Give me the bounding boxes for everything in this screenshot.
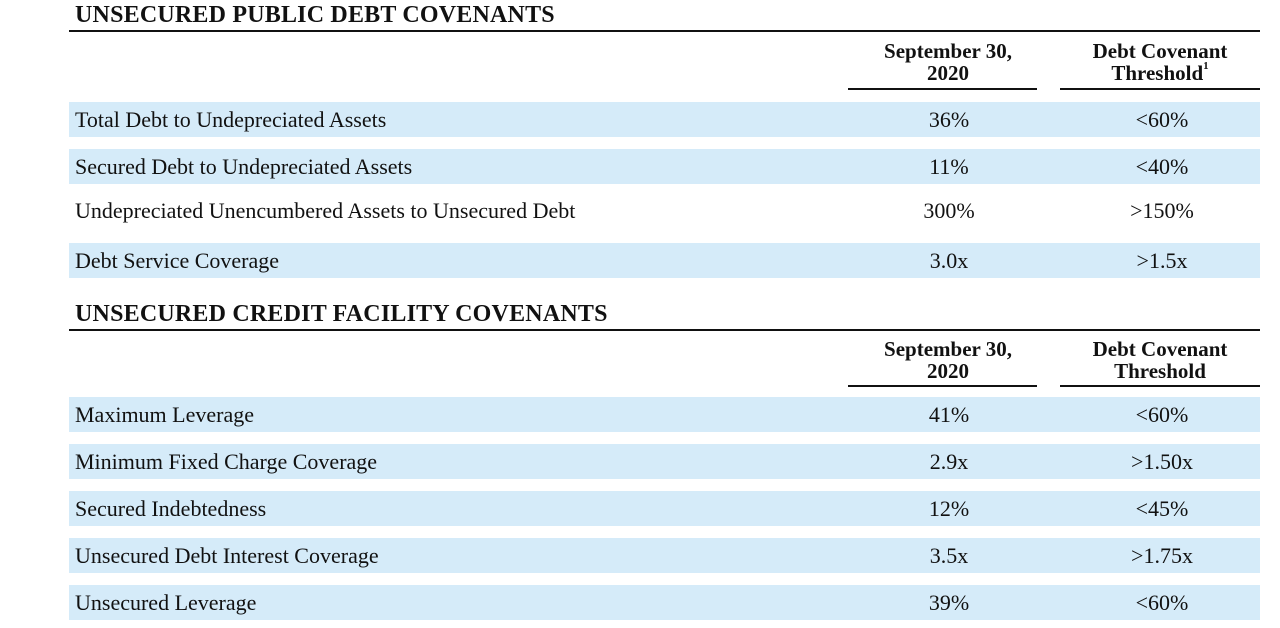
row-label: Secured Indebtedness	[75, 496, 267, 521]
credit-facility-threshold-header-line2: Threshold	[1114, 359, 1206, 383]
public-debt-top-rule	[69, 30, 1260, 32]
public-debt-threshold-header-text: Threshold	[1111, 61, 1204, 85]
credit-facility-date-header: September 30, 2020	[848, 338, 1048, 382]
public-debt-threshold-header-rule	[1060, 88, 1260, 90]
credit-facility-date-header-line2: 2020	[927, 359, 969, 383]
row-threshold: <60%	[1135, 590, 1189, 615]
row-value: 41%	[928, 402, 970, 427]
credit-facility-threshold-header-line1: Debt Covenant	[1092, 337, 1228, 361]
table-row: Debt Service Coverage 3.0x >1.5x	[69, 243, 1260, 278]
table-row: Minimum Fixed Charge Coverage 2.9x >1.50…	[69, 444, 1260, 479]
table-row: Unsecured Leverage 39% <60%	[69, 585, 1260, 620]
table-row: Secured Debt to Undepreciated Assets 11%…	[69, 149, 1260, 184]
row-threshold: <60%	[1135, 107, 1189, 132]
public-debt-date-header-line2: 2020	[927, 61, 969, 85]
credit-facility-threshold-header-rule	[1060, 385, 1260, 387]
table-row: Total Debt to Undepreciated Assets 36% <…	[69, 102, 1260, 137]
row-value: 2.9x	[929, 449, 969, 474]
row-value: 36%	[928, 107, 970, 132]
footnote-marker: 1	[1203, 60, 1209, 72]
public-debt-threshold-header-line2: Threshold1	[1060, 60, 1260, 85]
row-label: Minimum Fixed Charge Coverage	[75, 449, 378, 474]
credit-facility-top-rule	[69, 329, 1260, 331]
row-label: Secured Debt to Undepreciated Assets	[75, 154, 413, 179]
credit-facility-title: UNSECURED CREDIT FACILITY COVENANTS	[75, 301, 608, 327]
row-value: 3.5x	[929, 543, 969, 568]
row-label: Undepreciated Unencumbered Assets to Uns…	[75, 198, 576, 223]
row-label: Maximum Leverage	[75, 402, 254, 427]
table-row: Secured Indebtedness 12% <45%	[69, 491, 1260, 526]
row-value: 12%	[928, 496, 970, 521]
row-label: Unsecured Leverage	[75, 590, 257, 615]
table-row: Unsecured Debt Interest Coverage 3.5x >1…	[69, 538, 1260, 573]
row-label: Unsecured Debt Interest Coverage	[75, 543, 379, 568]
public-debt-title: UNSECURED PUBLIC DEBT COVENANTS	[75, 2, 555, 28]
row-threshold: >1.50x	[1131, 449, 1193, 474]
row-value: 3.0x	[929, 248, 969, 273]
row-threshold: <60%	[1135, 402, 1189, 427]
public-debt-date-header: September 30, 2020	[848, 40, 1048, 84]
row-threshold: >1.5x	[1136, 248, 1188, 273]
row-label: Debt Service Coverage	[75, 248, 280, 273]
public-debt-threshold-header-line1: Debt Covenant	[1092, 39, 1228, 63]
row-threshold: >150%	[1130, 198, 1194, 223]
credit-facility-date-header-rule	[848, 385, 1037, 387]
public-debt-date-header-rule	[848, 88, 1037, 90]
row-threshold: >1.75x	[1131, 543, 1193, 568]
table-row: Undepreciated Unencumbered Assets to Uns…	[69, 193, 1260, 228]
credit-facility-threshold-header: Debt Covenant Threshold	[1060, 338, 1260, 382]
table-row: Maximum Leverage 41% <60%	[69, 397, 1260, 432]
row-threshold: <40%	[1135, 154, 1189, 179]
row-value: 300%	[923, 198, 975, 223]
public-debt-date-header-line1: September 30,	[884, 39, 1012, 63]
row-value: 39%	[928, 590, 970, 615]
credit-facility-date-header-line1: September 30,	[884, 337, 1012, 361]
row-threshold: <45%	[1135, 496, 1189, 521]
public-debt-threshold-header: Debt Covenant Threshold1	[1060, 40, 1260, 84]
row-label: Total Debt to Undepreciated Assets	[75, 107, 387, 132]
row-value: 11%	[929, 154, 969, 179]
